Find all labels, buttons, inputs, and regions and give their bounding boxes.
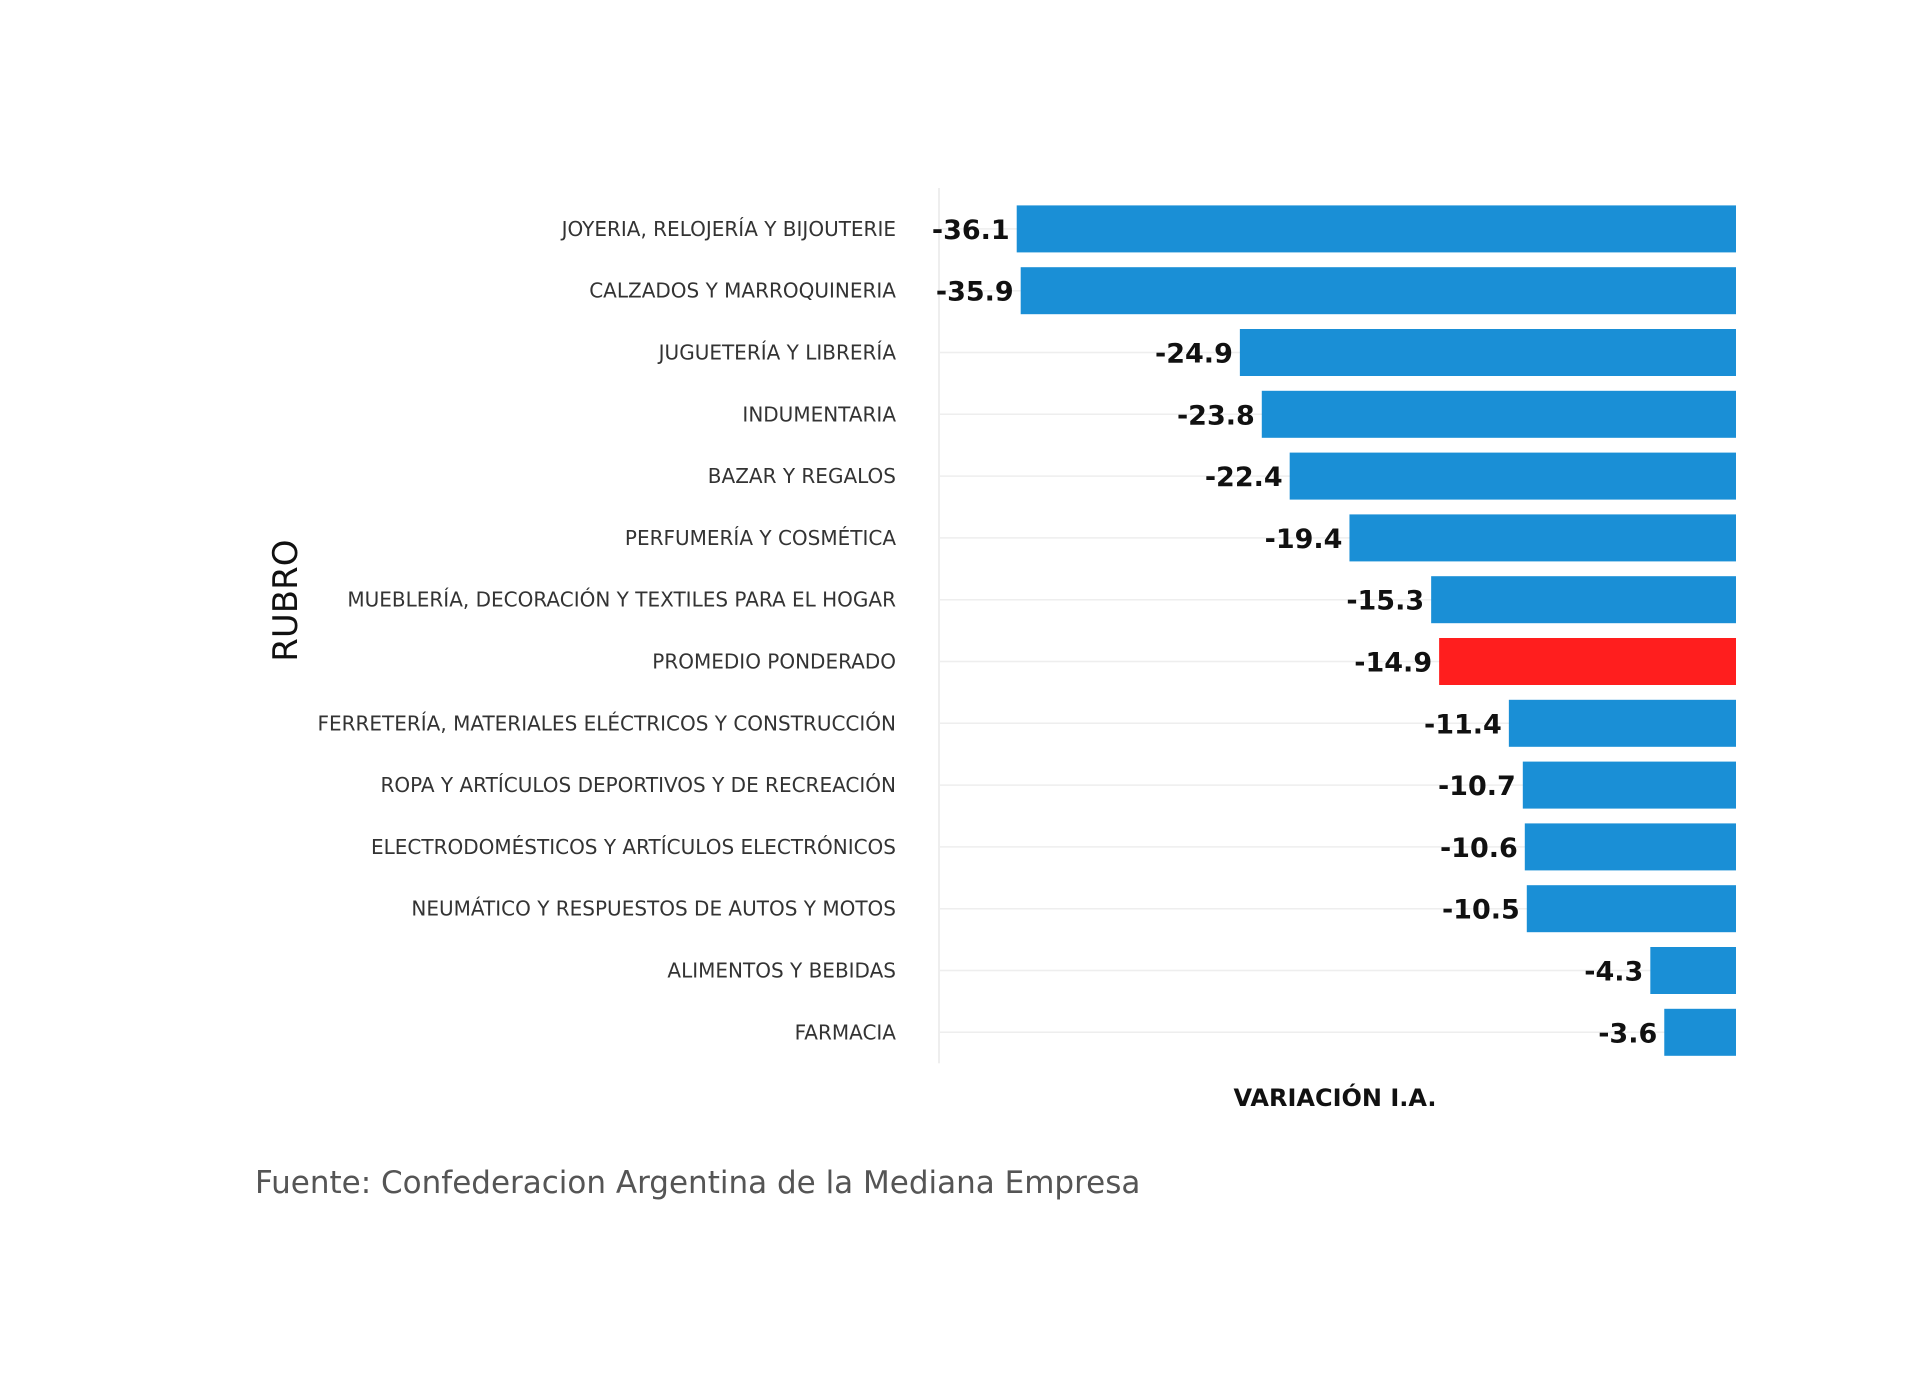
bar [1526, 885, 1736, 933]
value-label: -36.1 [932, 215, 1010, 246]
category-label: FARMACIA [795, 1020, 897, 1044]
value-label: -4.3 [1584, 957, 1643, 988]
value-label: -10.6 [1440, 833, 1518, 864]
bar [1016, 205, 1736, 253]
value-label: -35.9 [936, 277, 1014, 308]
bar [1020, 267, 1736, 315]
value-label: -10.5 [1442, 895, 1520, 926]
bar [1261, 390, 1736, 438]
category-label: INDUMENTARIA [742, 402, 896, 426]
category-label: JOYERIA, RELOJERÍA Y BIJOUTERIE [560, 217, 896, 241]
bar [1289, 452, 1736, 500]
bar [1508, 699, 1736, 747]
value-label: -11.4 [1424, 709, 1502, 740]
category-label: NEUMÁTICO Y RESPUESTOS DE AUTOS Y MOTOS [411, 897, 896, 921]
bar [1522, 761, 1736, 809]
bar [1650, 947, 1736, 994]
x-axis-title: VARIACIÓN I.A. [1233, 1082, 1436, 1112]
bar [1239, 329, 1736, 376]
bar [1349, 514, 1736, 562]
bar [1431, 576, 1736, 624]
value-label: -22.4 [1205, 462, 1283, 493]
value-label: -10.7 [1438, 771, 1516, 802]
value-label: -3.6 [1598, 1018, 1657, 1049]
category-label: PERFUMERÍA Y COSMÉTICA [625, 526, 896, 550]
value-label: -19.4 [1265, 524, 1343, 555]
value-labels: -36.1 -35.9 -24.9 -23.8 -22.4 -19.4-15.3 -14.9… [932, 215, 1657, 1049]
category-label: ELECTRODOMÉSTICOS Y ARTÍCULOS ELECTRÓNIC… [371, 835, 896, 859]
value-label: -14.9 [1354, 648, 1432, 679]
value-label: -15.3 [1346, 586, 1424, 617]
bar-highlight [1439, 638, 1736, 685]
bar [1524, 823, 1736, 871]
category-label: PROMEDIO PONDERADO [652, 650, 896, 674]
category-label: FERRETERÍA, MATERIALES ELÉCTRICOS Y CONS… [317, 711, 896, 735]
category-labels: JOYERIA, RELOJERÍA Y BIJOUTERIE CALZADOS … [317, 217, 896, 1044]
category-label: BAZAR Y REGALOS [708, 464, 896, 488]
source-note: Fuente: Confederacion Argentina de la Me… [255, 1165, 1140, 1201]
value-label: -23.8 [1177, 400, 1255, 431]
bars [1016, 205, 1736, 1056]
category-label: ALIMENTOS Y BEBIDAS [667, 959, 896, 983]
bar [1664, 1008, 1736, 1056]
category-label: ROPA Y ARTÍCULOS DEPORTIVOS Y DE RECREAC… [380, 773, 896, 797]
value-label: -24.9 [1155, 339, 1233, 370]
y-axis-title: RUBRO [266, 539, 306, 661]
category-label: JUGUETERÍA Y LIBRERÍA [657, 341, 897, 365]
category-label: MUEBLERÍA, DECORACIÓN Y TEXTILES PARA EL… [347, 588, 896, 612]
category-label: CALZADOS Y MARROQUINERIA [589, 279, 896, 303]
